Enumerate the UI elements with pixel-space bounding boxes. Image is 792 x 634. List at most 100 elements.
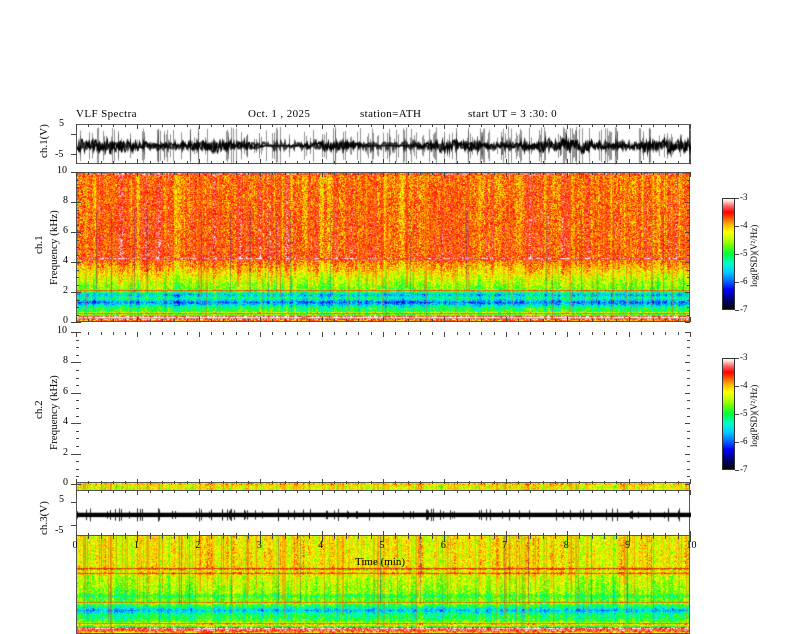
tick-mark [71,423,76,425]
colorbar-ch1-tick-neg4: -4 [740,220,748,230]
tick-mark [554,161,556,164]
tick-mark [346,161,348,164]
tick-mark [346,124,348,127]
tick-mark [223,161,225,164]
tick-mark [567,479,569,484]
tick-mark [628,172,630,177]
tick-mark [665,161,667,164]
tick-mark [481,332,483,335]
tick-mark [76,202,81,203]
tick-mark [419,332,421,335]
tick-mark [174,332,176,335]
tick-mark [71,453,76,455]
tick-mark [223,490,225,493]
tick-mark [432,319,434,322]
tick-mark [505,172,507,177]
tick-mark [186,124,188,127]
tick-mark [358,490,360,493]
tick-mark [432,161,434,164]
x-axis-tick-4: 4 [318,540,324,551]
tick-mark [370,533,372,536]
tick-mark [687,209,690,211]
tick-mark [309,536,311,539]
tick-mark [687,461,690,463]
tick-mark [542,536,544,539]
tick-mark [284,332,286,335]
ch2-spectrogram-ytick-2: 2 [63,446,68,458]
tick-mark [419,172,421,175]
tick-mark [321,317,323,322]
tick-mark [112,161,114,164]
tick-mark [223,124,225,127]
tick-mark [76,317,77,322]
tick-mark [567,536,569,542]
tick-mark [395,536,397,539]
tick-mark [333,481,335,484]
tick-mark [687,299,690,301]
tick-mark [333,172,335,175]
tick-mark [677,161,679,164]
tick-mark [628,490,630,495]
colorbar-ch2-tick-neg6: -6 [740,436,748,446]
tick-mark [71,154,76,155]
tick-mark [309,481,311,484]
tick-mark [690,536,691,542]
tick-mark [100,161,102,164]
ch1-spectrogram-ytick-6: 6 [63,225,68,236]
tick-mark [419,161,421,164]
tick-mark [76,400,79,402]
tick-mark [579,319,581,322]
tick-mark [395,319,397,322]
tick-mark [518,161,520,164]
tick-mark [677,481,679,484]
tick-mark [685,172,690,173]
tick-mark [174,536,176,539]
tick-mark [260,332,262,337]
tick-mark [554,481,556,484]
ch2-spectrogram-ytick-4: 4 [63,416,68,428]
tick-mark [149,536,151,539]
tick-mark [137,479,139,484]
tick-mark [333,124,335,127]
tick-mark [100,172,102,175]
tick-mark [321,536,323,542]
tick-mark [687,284,690,286]
tick-mark [370,481,372,484]
tick-mark [616,536,618,539]
tick-mark [687,239,690,241]
tick-mark [685,262,690,263]
tick-mark [493,536,495,539]
tick-mark [735,470,739,471]
tick-mark [137,490,139,495]
tick-mark [640,172,642,175]
tick-mark [677,124,679,127]
tick-mark [309,490,311,493]
tick-mark [518,124,520,127]
tick-mark [567,317,569,322]
tick-mark [247,332,249,335]
tick-mark [685,362,690,364]
tick-mark [198,124,200,129]
tick-mark [174,124,176,127]
tick-mark [444,124,446,129]
tick-mark [444,536,446,542]
tick-mark [370,536,372,539]
tick-mark [198,332,200,337]
tick-mark [260,490,262,495]
tick-mark [149,481,151,484]
tick-mark [76,476,79,478]
colorbar-ch1-tick-neg5: -5 [740,248,748,258]
tick-mark [687,194,690,196]
ch1-spectrogram-ylabel-frequency: Frequency (kHz) [48,210,60,285]
tick-mark [76,408,79,409]
tick-mark [149,319,151,322]
tick-mark [604,124,606,127]
tick-mark [687,307,690,308]
tick-mark [76,217,79,218]
tick-mark [137,159,139,164]
tick-mark [161,481,163,484]
tick-mark [76,438,79,440]
tick-mark [346,533,348,536]
tick-mark [333,332,335,335]
tick-mark [554,319,556,322]
